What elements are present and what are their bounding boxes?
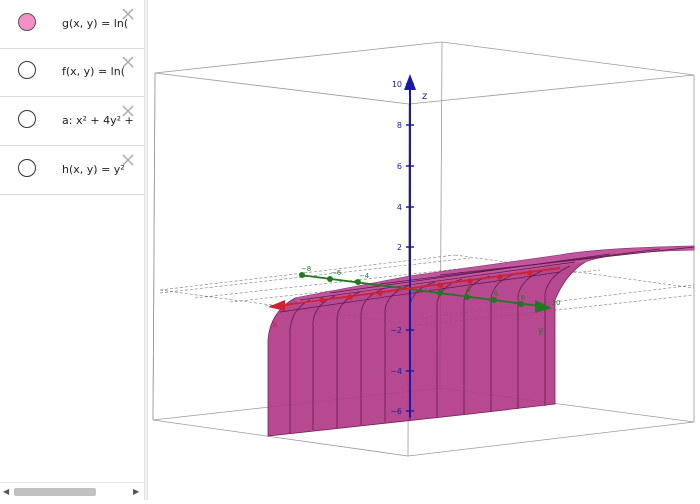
x-axis-label: x bbox=[272, 320, 278, 330]
x-axis: x 2 4 bbox=[268, 267, 561, 330]
y-tick-label: 10 bbox=[552, 299, 561, 307]
expression-g[interactable]: g(x, y) = ln( bbox=[62, 17, 129, 30]
z-tick-label: 4 bbox=[397, 203, 402, 212]
z-tick-label: −4 bbox=[390, 367, 402, 376]
visibility-toggle-h[interactable] bbox=[18, 159, 36, 177]
z-axis: z 10 8 6 4 2 −2 −4 −6 bbox=[390, 74, 427, 418]
z-tick-label: 2 bbox=[397, 243, 402, 252]
visibility-toggle-a[interactable] bbox=[18, 110, 36, 128]
y-tick-label: −4 bbox=[359, 272, 370, 280]
algebra-item-a[interactable]: a: x² + 4y² + bbox=[0, 97, 144, 146]
visibility-toggle-g[interactable] bbox=[18, 13, 36, 31]
y-tick-label: −6 bbox=[331, 269, 342, 277]
z-axis-label: z bbox=[422, 91, 427, 102]
delete-icon[interactable] bbox=[120, 6, 136, 22]
expression-h[interactable]: h(x, y) = y² bbox=[62, 163, 125, 176]
x-tick-label: 4 bbox=[467, 285, 472, 293]
y-tick-label: −8 bbox=[301, 265, 311, 273]
y-axis: y −8 −6 −4 4 6 8 10 bbox=[299, 265, 560, 336]
algebra-item-f[interactable]: f(x, y) = ln( bbox=[0, 48, 144, 97]
z-tick-label: −2 bbox=[390, 326, 402, 335]
delete-icon[interactable] bbox=[120, 103, 136, 119]
z-tick-label: 10 bbox=[392, 80, 402, 89]
algebra-view: g(x, y) = ln( f(x, y) = ln( a: x² + 4y² … bbox=[0, 0, 144, 500]
scroll-left-icon[interactable]: ◀ bbox=[3, 487, 10, 496]
scrollbar-thumb[interactable] bbox=[14, 488, 96, 496]
delete-icon[interactable] bbox=[120, 54, 136, 70]
y-tick-label: 4 bbox=[466, 286, 471, 294]
visibility-toggle-f[interactable] bbox=[18, 61, 36, 79]
y-tick-label: 6 bbox=[494, 290, 499, 298]
algebra-item-g[interactable]: g(x, y) = ln( bbox=[0, 0, 144, 49]
z-tick-label: −6 bbox=[390, 407, 402, 416]
y-tick-label: 8 bbox=[521, 294, 525, 302]
x-tick-label: 2 bbox=[440, 284, 444, 292]
z-tick-label: 6 bbox=[397, 162, 402, 171]
panel-divider[interactable] bbox=[144, 0, 148, 500]
horizontal-scrollbar[interactable]: ◀ ▶ bbox=[0, 482, 144, 500]
graphics-3d-view[interactable]: z 10 8 6 4 2 −2 −4 −6 y −8 −6 −4 bbox=[148, 0, 700, 500]
delete-icon[interactable] bbox=[120, 152, 136, 168]
algebra-item-h[interactable]: h(x, y) = y² bbox=[0, 146, 144, 195]
bounding-box-front bbox=[152, 72, 156, 421]
y-axis-label: y bbox=[538, 326, 544, 336]
z-tick-label: 8 bbox=[397, 121, 402, 130]
expression-f[interactable]: f(x, y) = ln( bbox=[62, 65, 125, 78]
scroll-right-icon[interactable]: ▶ bbox=[133, 487, 140, 496]
expression-a[interactable]: a: x² + 4y² + bbox=[62, 114, 134, 127]
